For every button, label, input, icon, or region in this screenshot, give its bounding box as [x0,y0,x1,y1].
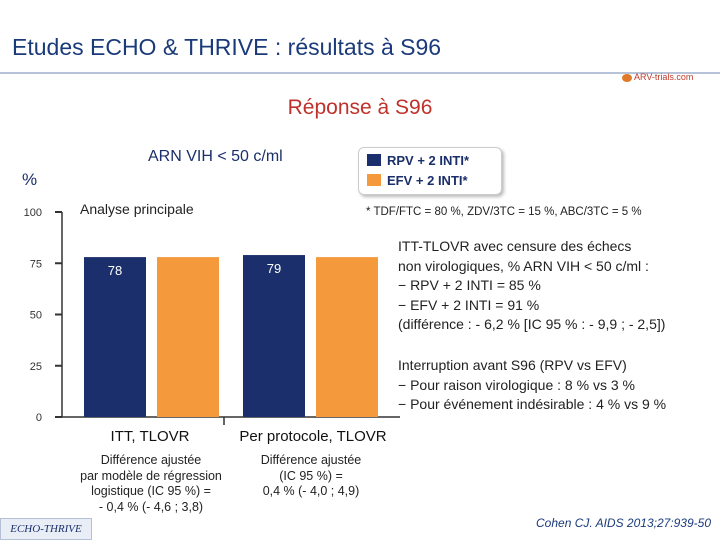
chart-heading: ARN VIH < 50 c/ml [148,148,283,165]
y-tick-label: 75 [30,258,42,270]
bar-rpv [243,255,305,417]
bar-value-label-rpv: 79 [267,261,281,276]
analysis-label: Analyse principale [80,201,194,217]
y-axis-label: % [22,170,38,189]
slide-subtitle: Réponse à S96 [287,96,433,119]
difference-line: - 0,4 % (- 4,6 ; 3,8) [98,499,204,514]
legend-item-rpv: RPV + 2 INTI* [367,153,469,168]
title-divider [0,72,720,74]
bar-efv [157,257,219,417]
stop-line: Interruption avant S96 (RPV vs EFV) [398,357,627,373]
stop-line: − Pour raison virologique : 8 % vs 3 % [398,376,635,393]
difference-line: Différence ajustée [100,453,202,467]
legend-swatch-rpv [367,154,381,166]
y-tick-label: 50 [30,310,42,322]
difference-line: Différence ajustée [260,453,362,467]
itt-line: − EFV + 2 INTI = 91 % [398,296,540,313]
citation: Cohen CJ. AIDS 2013;27:939-50 [536,516,712,530]
bar-value-label-rpv: 78 [108,263,122,278]
legend-label-efv: EFV + 2 INTI* [387,173,468,188]
arv-trials-logo: ARV-trials.com [622,72,693,82]
chart-legend: RPV + 2 INTI* EFV + 2 INTI* [358,147,502,195]
y-tick-label: 25 [30,361,42,373]
difference-line: (IC 95 %) = [279,468,343,483]
bar-value-label-efv: 78 [340,263,354,278]
page-title: Etudes ECHO & THRIVE : résultats à S96 [12,34,442,60]
difference-itt: Différence ajustée par modèle de régress… [46,453,256,515]
legend-swatch-efv [367,174,381,186]
study-badge: ECHO-THRIVE [0,518,92,540]
difference-line: par modèle de régression [80,468,222,483]
category-label-per-protocol: Per protocole, TLOVR [239,428,387,445]
category-label-itt: ITT, TLOVR [110,428,190,445]
difference-line: 0,4 % (- 4,0 ; 4,9) [262,484,360,498]
difference-line: logistique (IC 95 %) = [91,484,211,498]
bar-rpv [84,257,146,417]
bar-efv [316,257,378,417]
y-tick-label: 100 [24,207,42,219]
itt-tlovr-note: ITT-TLOVR avec censure des échecs non vi… [398,237,665,335]
difference-per-protocol: Différence ajustée (IC 95 %) = 0,4 % (- … [236,453,386,500]
itt-line: non virologiques, % ARN VIH < 50 c/ml : [398,257,649,274]
logo-icon [622,73,632,82]
logo-text: ARV-trials.com [634,72,694,82]
stop-line: − Pour événement indésirable : 4 % vs 9 … [398,396,667,412]
legend-label-rpv: RPV + 2 INTI* [387,153,469,168]
discontinuation-note: Interruption avant S96 (RPV vs EFV) − Po… [398,356,666,415]
itt-line: (différence : - 6,2 % [IC 95 % : - 9,9 ;… [398,316,666,332]
bar-value-label-efv: 78 [181,263,195,278]
itt-line: ITT-TLOVR avec censure des échecs [398,238,632,254]
y-tick-label: 0 [36,412,42,424]
itt-line: − RPV + 2 INTI = 85 % [398,277,541,293]
footnote: * TDF/FTC = 80 %, ZDV/3TC = 15 %, ABC/3T… [366,206,642,218]
legend-item-efv: EFV + 2 INTI* [367,173,468,188]
